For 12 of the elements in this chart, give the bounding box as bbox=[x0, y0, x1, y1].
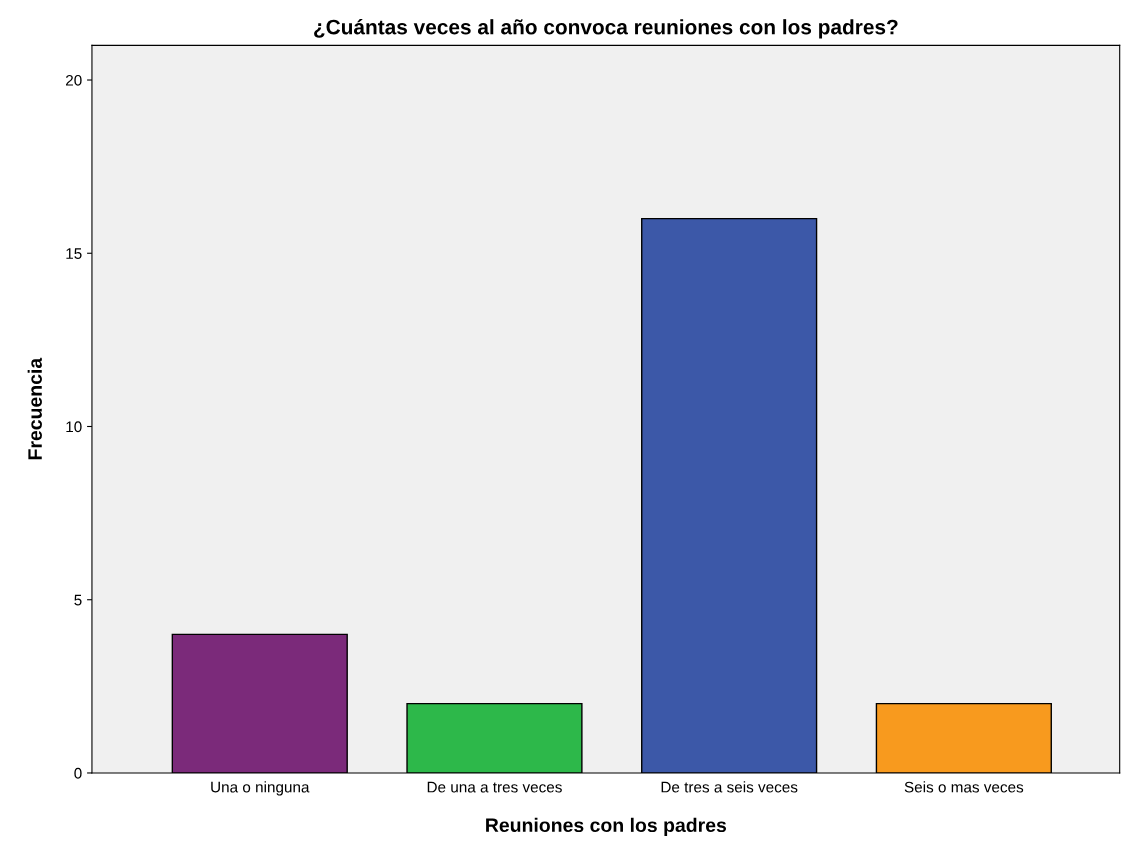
x-axis-title: Reuniones con los padres bbox=[486, 817, 727, 836]
y-axis-title: Frecuencia bbox=[27, 357, 42, 460]
x-tick-label: De tres a seis veces bbox=[661, 781, 798, 793]
y-tick-label: 0 bbox=[74, 767, 82, 779]
x-tick-label: De una a tres veces bbox=[427, 781, 562, 793]
chart-title: ¿Cuántas veces al año convoca reuniones con los padres? bbox=[314, 18, 898, 39]
y-tick-label: 5 bbox=[74, 594, 82, 606]
x-tick-label: Seis o mas veces bbox=[904, 781, 1024, 793]
y-tick-label: 10 bbox=[66, 421, 82, 433]
y-tick-label: 15 bbox=[66, 248, 82, 259]
x-tick-label: Una o ninguna bbox=[211, 781, 310, 796]
y-tick-label: 20 bbox=[66, 74, 82, 86]
